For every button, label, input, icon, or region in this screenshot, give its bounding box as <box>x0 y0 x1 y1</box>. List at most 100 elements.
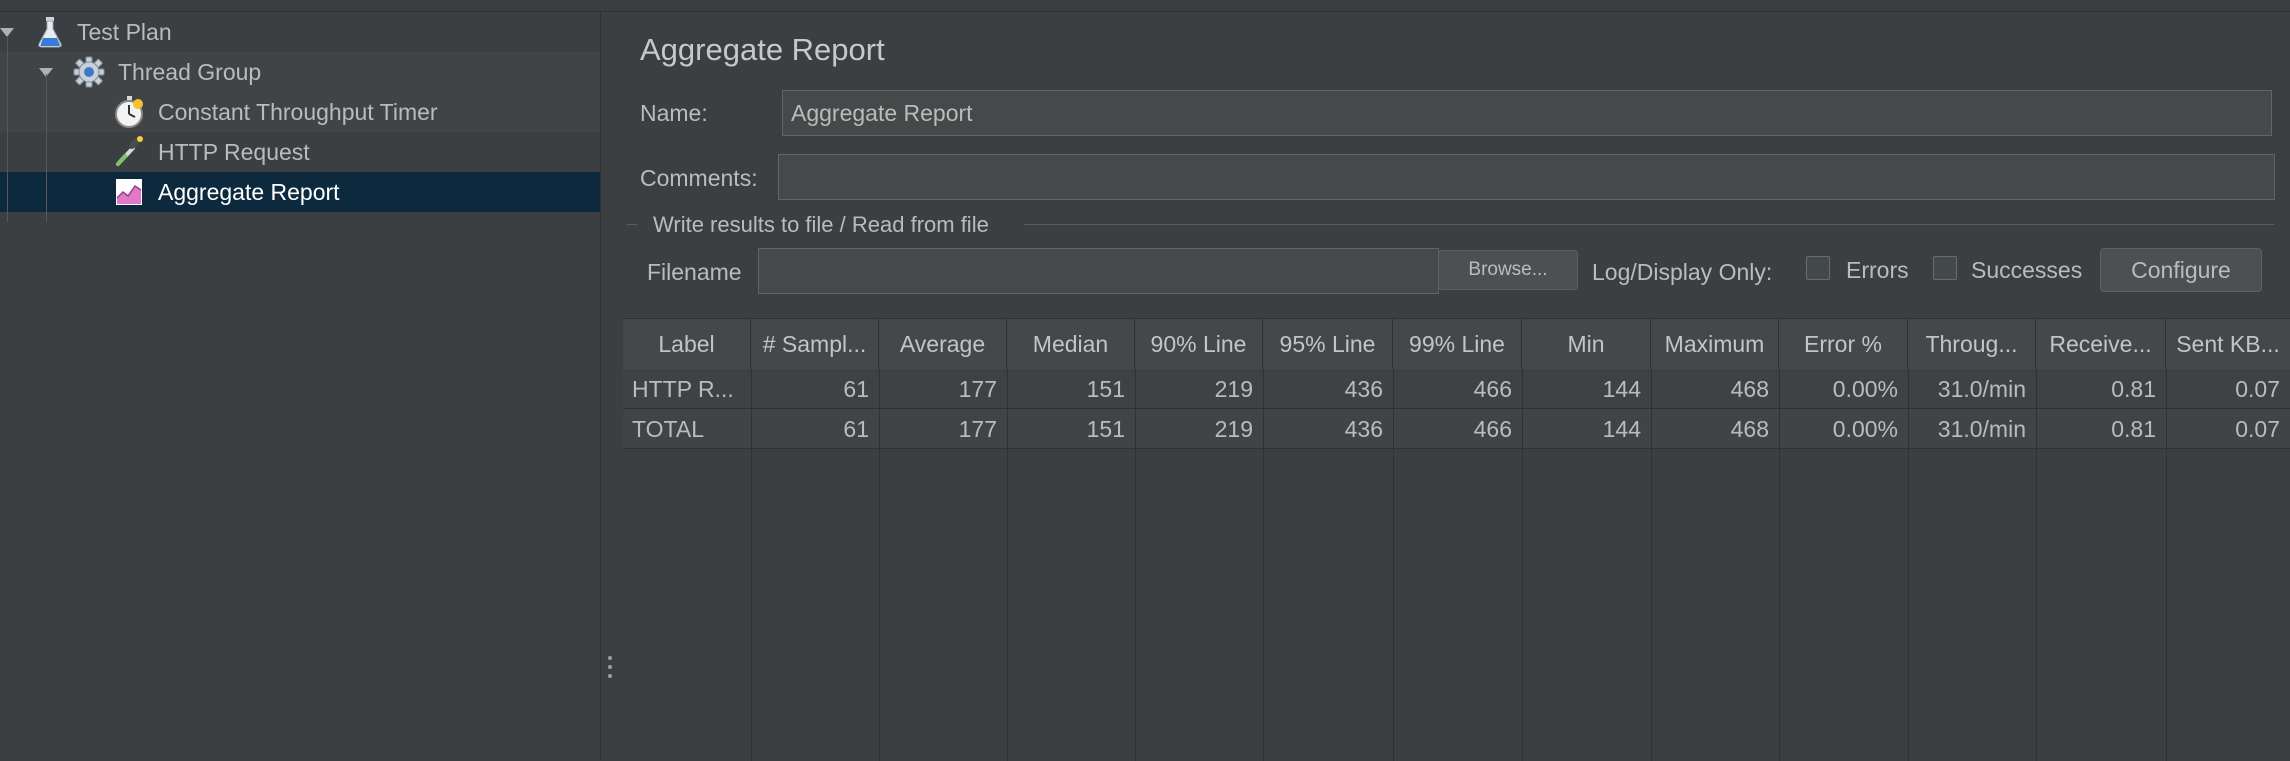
column-header-sent-kb[interactable]: Sent KB... <box>2176 330 2280 357</box>
expand-toggle-icon[interactable] <box>39 68 53 77</box>
column-divider <box>879 449 880 761</box>
successes-label: Successes <box>1971 257 2083 283</box>
table-cell: 0.00% <box>1832 375 1898 402</box>
table-cell: 0.07 <box>2235 415 2280 442</box>
table-cell: TOTAL <box>632 415 704 442</box>
column-divider <box>2166 369 2167 449</box>
column-divider <box>1263 449 1264 761</box>
tree-item-label: HTTP Request <box>158 138 310 165</box>
table-cell: 151 <box>1086 415 1125 442</box>
grip-dot <box>608 674 612 678</box>
name-field-value: Aggregate Report <box>791 99 973 126</box>
column-divider <box>1135 449 1136 761</box>
table-cell: 61 <box>843 375 869 402</box>
column-divider <box>2036 449 2037 761</box>
tree-item-test-plan[interactable]: Test Plan <box>0 12 600 52</box>
column-header-median[interactable]: Median <box>1007 319 1135 369</box>
table-cell: 31.0/min <box>1937 375 2026 402</box>
table-cell: 144 <box>1602 375 1641 402</box>
column-header-90-line[interactable]: 90% Line <box>1135 319 1263 369</box>
filename-label: Filename <box>647 259 742 285</box>
column-divider <box>1779 369 1780 449</box>
table-cell: 0.00% <box>1832 415 1898 442</box>
table-cell: 436 <box>1344 375 1383 402</box>
column-divider <box>1007 369 1008 449</box>
table-cell: 144 <box>1602 415 1641 442</box>
column-divider <box>2166 449 2167 761</box>
table-row[interactable]: TOTAL 61 177 151 219 436 466 144 468 0.0… <box>623 409 2290 449</box>
errors-checkbox[interactable] <box>1806 256 1830 280</box>
table-cell: 151 <box>1086 375 1125 402</box>
table-cell: 177 <box>958 375 997 402</box>
table-cell: 436 <box>1344 415 1383 442</box>
table-cell: 219 <box>1214 375 1253 402</box>
pipette-icon <box>113 136 145 168</box>
column-header-error-pct[interactable]: Error % <box>1779 319 1908 369</box>
table-cell: 468 <box>1730 375 1769 402</box>
column-header-throughput[interactable]: Throug... <box>1908 319 2036 369</box>
panel-title: Aggregate Report <box>640 32 885 67</box>
column-divider <box>1651 449 1652 761</box>
expand-toggle-icon[interactable] <box>0 28 14 37</box>
flask-icon <box>34 16 66 48</box>
errors-label: Errors <box>1846 257 1909 283</box>
table-cell: 468 <box>1730 415 1769 442</box>
comments-field[interactable] <box>778 154 2275 200</box>
column-header-min[interactable]: Min <box>1522 319 1651 369</box>
configure-button-label: Configure <box>2131 256 2231 283</box>
table-header: Label # Sampl... Average Median 90% Line… <box>623 319 2290 370</box>
table-cell: 61 <box>843 415 869 442</box>
tree-item-aggregate-report[interactable]: Aggregate Report <box>0 172 600 212</box>
table-cell: 0.81 <box>2111 375 2156 402</box>
column-divider <box>1393 369 1394 449</box>
grip-dot <box>608 656 612 660</box>
column-divider <box>879 369 880 449</box>
table-cell: 219 <box>1214 415 1253 442</box>
tree-item-label: Thread Group <box>118 58 262 85</box>
column-divider <box>751 449 752 761</box>
table-cell: 466 <box>1473 375 1512 402</box>
column-header-received-kb[interactable]: Receive... <box>2036 319 2166 369</box>
browse-button[interactable]: Browse... <box>1438 250 1578 290</box>
column-divider <box>1007 449 1008 761</box>
tree-item-label: Constant Throughput Timer <box>158 98 438 125</box>
column-header-95-line[interactable]: 95% Line <box>1263 319 1393 369</box>
successes-checkbox[interactable] <box>1933 256 1957 280</box>
grip-dot <box>608 665 612 669</box>
column-header-99-line[interactable]: 99% Line <box>1393 319 1522 369</box>
table-cell: 0.81 <box>2111 415 2156 442</box>
column-divider <box>2036 369 2037 449</box>
configure-button[interactable]: Configure <box>2100 248 2262 292</box>
filename-field[interactable] <box>758 248 1439 294</box>
fieldset-legend: Write results to file / Read from file <box>653 212 989 237</box>
name-field[interactable]: Aggregate Report <box>782 90 2272 136</box>
table-row[interactable]: HTTP R... 61 177 151 219 436 466 144 468… <box>623 369 2290 409</box>
tree-guide-line <box>7 36 8 222</box>
column-divider <box>1908 449 1909 761</box>
column-divider <box>1135 369 1136 449</box>
name-label: Name: <box>640 100 708 126</box>
table-cell: HTTP R... <box>632 375 734 402</box>
tree-item-label: Aggregate Report <box>158 178 340 205</box>
browse-button-label: Browse... <box>1468 259 1548 280</box>
tree-item-http-request[interactable]: HTTP Request <box>0 132 600 172</box>
column-header-label[interactable]: Label <box>623 319 751 369</box>
split-pane-divider[interactable] <box>600 12 620 760</box>
table-cell: 177 <box>958 415 997 442</box>
test-plan-tree[interactable]: Test Plan Thread Group <box>0 12 600 760</box>
gear-icon <box>73 56 105 88</box>
column-header-maximum[interactable]: Maximum <box>1651 319 1779 369</box>
aggregate-report-panel: Aggregate Report Name: Aggregate Report … <box>619 12 2290 761</box>
column-divider <box>1263 369 1264 449</box>
column-divider <box>1522 369 1523 449</box>
table-cell: 31.0/min <box>1937 415 2026 442</box>
tree-item-thread-group[interactable]: Thread Group <box>0 52 600 92</box>
tree-item-constant-throughput-timer[interactable]: Constant Throughput Timer <box>0 92 600 132</box>
table-cell: 466 <box>1473 415 1512 442</box>
column-header-samples[interactable]: # Sampl... <box>751 319 879 369</box>
column-header-average[interactable]: Average <box>879 319 1007 369</box>
column-divider <box>1393 449 1394 761</box>
comments-label: Comments: <box>640 165 758 191</box>
fieldset-border <box>1024 224 2274 225</box>
aggregate-results-table[interactable]: Label # Sampl... Average Median 90% Line… <box>623 318 2290 761</box>
